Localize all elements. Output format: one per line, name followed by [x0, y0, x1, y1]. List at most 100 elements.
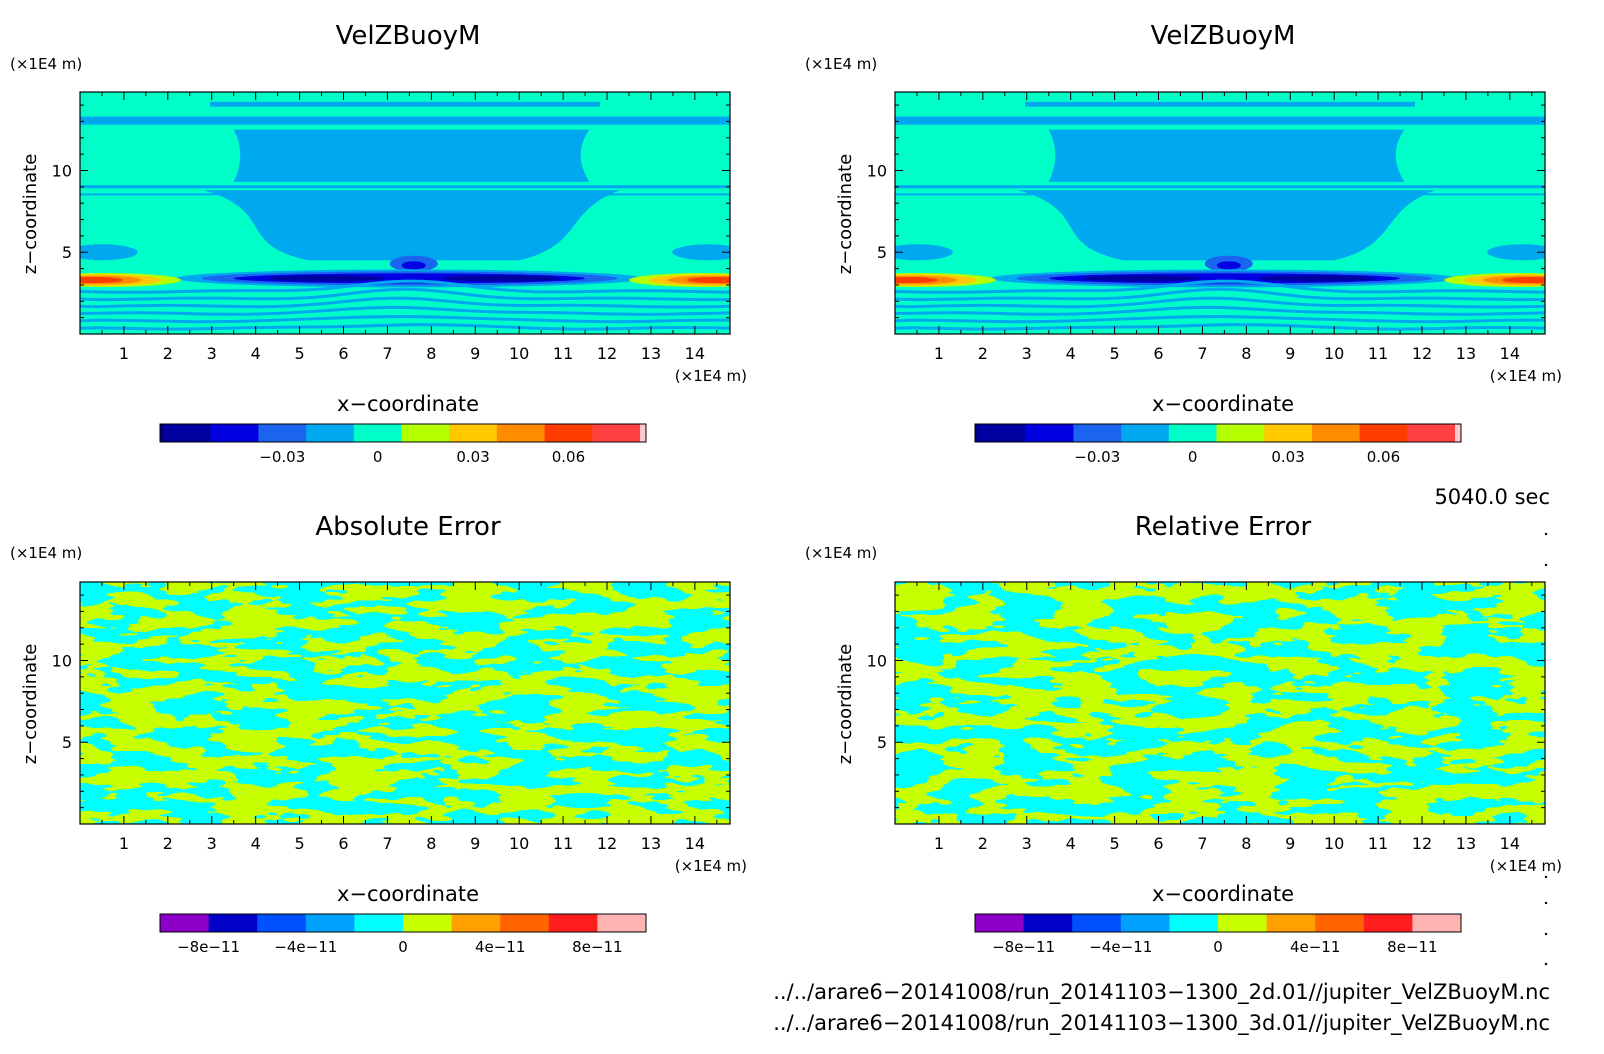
- dot-marker: [1544, 901, 1548, 905]
- y-unit-label: (×1E4 m): [805, 55, 877, 73]
- x-tick-label: 4: [251, 344, 261, 363]
- x-tick-label: 6: [1153, 834, 1163, 853]
- colorbar-swatch: [1218, 914, 1268, 932]
- panel-title: Absolute Error: [315, 512, 501, 542]
- colorbar-swatch: [1363, 914, 1413, 932]
- contour-region: [1017, 190, 1436, 261]
- contour-wave: [895, 305, 1545, 316]
- colorbar-swatch: [257, 914, 307, 932]
- x-tick-label: 12: [597, 834, 617, 853]
- colorbar-swatch: [1315, 914, 1365, 932]
- colorbar-frame: [159, 913, 647, 933]
- contour-wave: [80, 287, 730, 302]
- y-tick-label: 10: [52, 161, 72, 180]
- dot-marker: [1544, 962, 1548, 966]
- x-tick-label: 3: [1022, 834, 1032, 853]
- colorbar-swatch: [1359, 424, 1408, 442]
- colorbar-swatch: [403, 914, 453, 932]
- contour-warm-blob: [895, 276, 938, 284]
- colorbar-tick-label: 0: [373, 448, 383, 466]
- colorbar-tick-label: −0.03: [259, 448, 305, 466]
- x-tick-label: 3: [207, 344, 217, 363]
- y-tick-label: 10: [867, 161, 887, 180]
- x-tick-label: 4: [1066, 344, 1076, 363]
- colorbar-swatch: [258, 424, 307, 442]
- x-tick-label: 9: [1285, 834, 1295, 853]
- colorbar-frame: [159, 423, 647, 443]
- y-tick-label: 5: [62, 733, 72, 752]
- x-tick-label: 2: [163, 834, 173, 853]
- contour-region: [233, 129, 590, 182]
- x-tick-label: 1: [119, 834, 129, 853]
- contour-wave: [80, 279, 730, 294]
- colorbar-swatch: [597, 914, 647, 932]
- plot-frame: [79, 581, 731, 825]
- x-tick-label: 14: [1500, 834, 1520, 853]
- dot-marker: [1544, 563, 1548, 567]
- file-path-2d: ../../arare6−20141008/run_20141103−1300_…: [773, 980, 1550, 1005]
- colorbar-swatch: [401, 424, 450, 442]
- colorbar-tick-label: 0: [1188, 448, 1198, 466]
- dot-markers: [1544, 532, 1548, 966]
- colorbar-tick-label: 0.03: [1271, 448, 1304, 466]
- contour-field: [80, 92, 730, 334]
- contour-band: [895, 185, 1545, 189]
- contour-region: [1048, 129, 1405, 182]
- colorbar-swatch: [210, 424, 259, 442]
- plot-frame: [894, 91, 1546, 335]
- colorbar-swatch: [1407, 424, 1456, 442]
- x-tick-label: 1: [934, 344, 944, 363]
- x-tick-label: 2: [978, 344, 988, 363]
- colorbar-swatch: [548, 914, 598, 932]
- x-tick-label: 8: [426, 834, 436, 853]
- colorbar-swatch: [1168, 424, 1217, 442]
- plot-frame: [894, 581, 1546, 825]
- x-tick-label: 8: [1241, 834, 1251, 853]
- x-unit-label: (×1E4 m): [675, 367, 747, 385]
- y-unit-label: (×1E4 m): [10, 55, 82, 73]
- x-tick-label: 9: [470, 344, 480, 363]
- colorbar-swatch: [1311, 424, 1361, 442]
- contour-blob: [80, 244, 138, 261]
- colorbar-tick-label: 0.06: [552, 448, 585, 466]
- x-tick-label: 8: [426, 344, 436, 363]
- x-axis-label: x−coordinate: [337, 392, 479, 416]
- colorbar-swatch: [1266, 914, 1316, 932]
- x-tick-label: 11: [553, 834, 573, 853]
- x-tick-label: 12: [1412, 344, 1432, 363]
- contour-blob: [1487, 244, 1545, 261]
- x-tick-label: 7: [1197, 834, 1207, 853]
- contour-band: [895, 116, 1545, 125]
- y-unit-label: (×1E4 m): [805, 544, 877, 562]
- x-tick-label: 10: [509, 834, 529, 853]
- x-tick-label: 3: [207, 834, 217, 853]
- colorbar-tick-label: 0.06: [1367, 448, 1400, 466]
- x-tick-label: 13: [1456, 344, 1476, 363]
- x-tick-label: 5: [1110, 834, 1120, 853]
- colorbar-tick-label: −4e−11: [274, 938, 337, 956]
- dot-marker: [1544, 532, 1548, 536]
- contour-band: [210, 101, 600, 107]
- contour-jet: [1258, 275, 1376, 282]
- x-tick-label: 4: [1066, 834, 1076, 853]
- contour-wave: [80, 323, 730, 331]
- contour-wave: [895, 287, 1545, 302]
- x-tick-label: 11: [1368, 834, 1388, 853]
- x-axis-label: x−coordinate: [1152, 882, 1294, 906]
- colorbar-swatch: [975, 914, 1025, 932]
- x-axis-label: x−coordinate: [1152, 392, 1294, 416]
- colorbar-swatch: [1120, 914, 1170, 932]
- y-tick-label: 5: [877, 243, 887, 262]
- x-tick-label: 7: [1197, 344, 1207, 363]
- contour-jet: [1082, 275, 1200, 282]
- contour-blob: [895, 244, 953, 261]
- colorbar-swatch: [1121, 424, 1170, 442]
- x-unit-label: (×1E4 m): [1490, 367, 1562, 385]
- plot-frame: [79, 91, 731, 335]
